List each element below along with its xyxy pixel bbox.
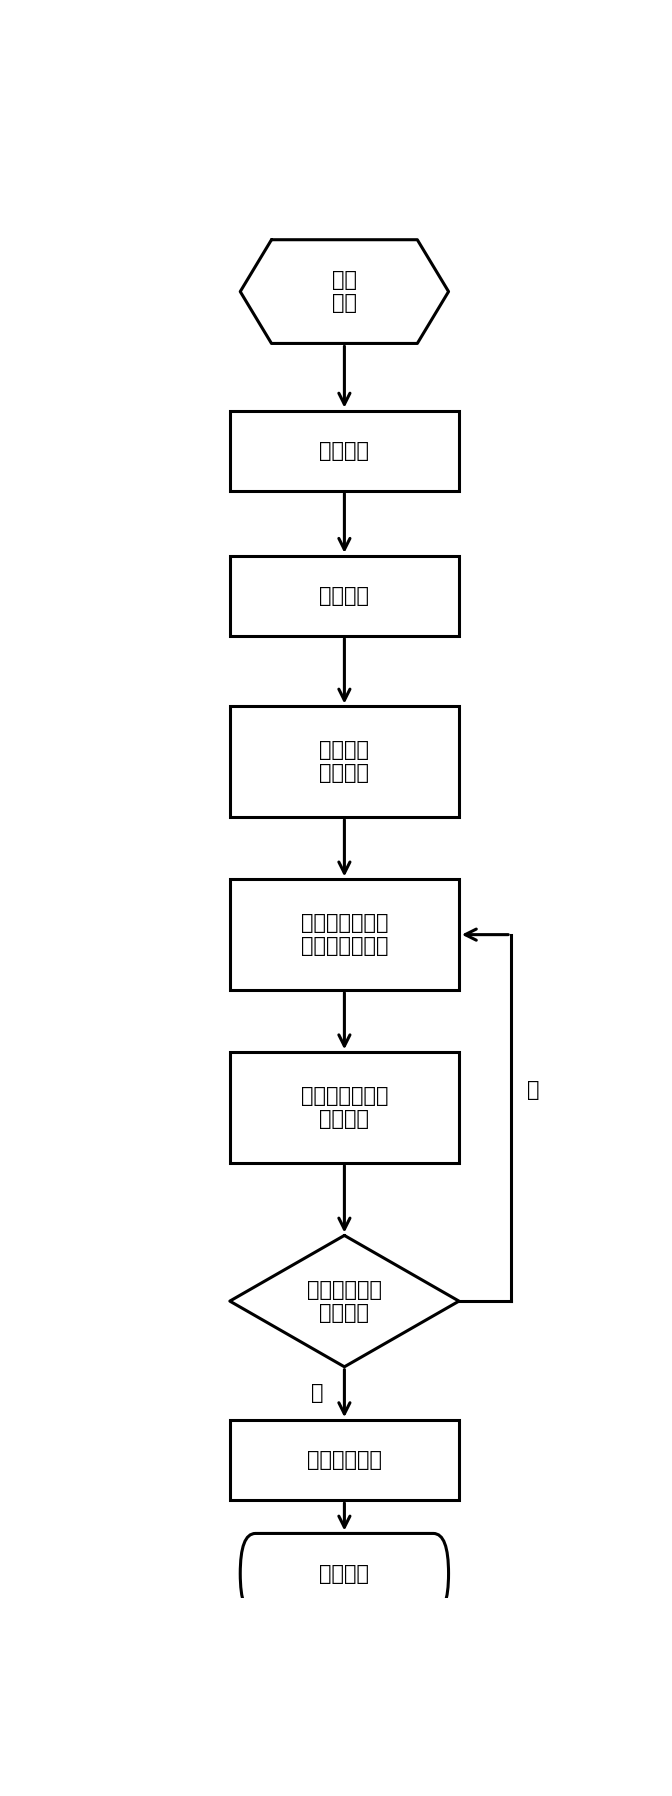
Text: 开始
评估: 开始 评估 <box>332 269 357 313</box>
Bar <box>230 411 459 490</box>
Text: 是: 是 <box>311 1383 324 1403</box>
Text: 模式选择: 模式选择 <box>319 440 370 460</box>
Text: 撤收设备: 撤收设备 <box>319 1564 370 1584</box>
Text: 本照本投: 本照本投 <box>319 585 370 605</box>
Text: 否: 否 <box>527 1079 539 1101</box>
Bar <box>230 1421 459 1500</box>
Text: 观察干扰效果: 观察干扰效果 <box>307 1449 382 1471</box>
Bar <box>230 555 459 636</box>
Bar <box>230 880 459 990</box>
Text: 激光目指搜索、
跟踪、照射目标: 激光目指搜索、 跟踪、照射目标 <box>300 912 388 955</box>
Text: 导引头接收目标
激光回波: 导引头接收目标 激光回波 <box>300 1087 388 1130</box>
Bar <box>230 706 459 817</box>
Text: 双无人机
编队升空: 双无人机 编队升空 <box>319 740 370 783</box>
Bar <box>230 1052 459 1162</box>
Text: 激光诱骗干扰
设备启动: 激光诱骗干扰 设备启动 <box>307 1279 382 1322</box>
